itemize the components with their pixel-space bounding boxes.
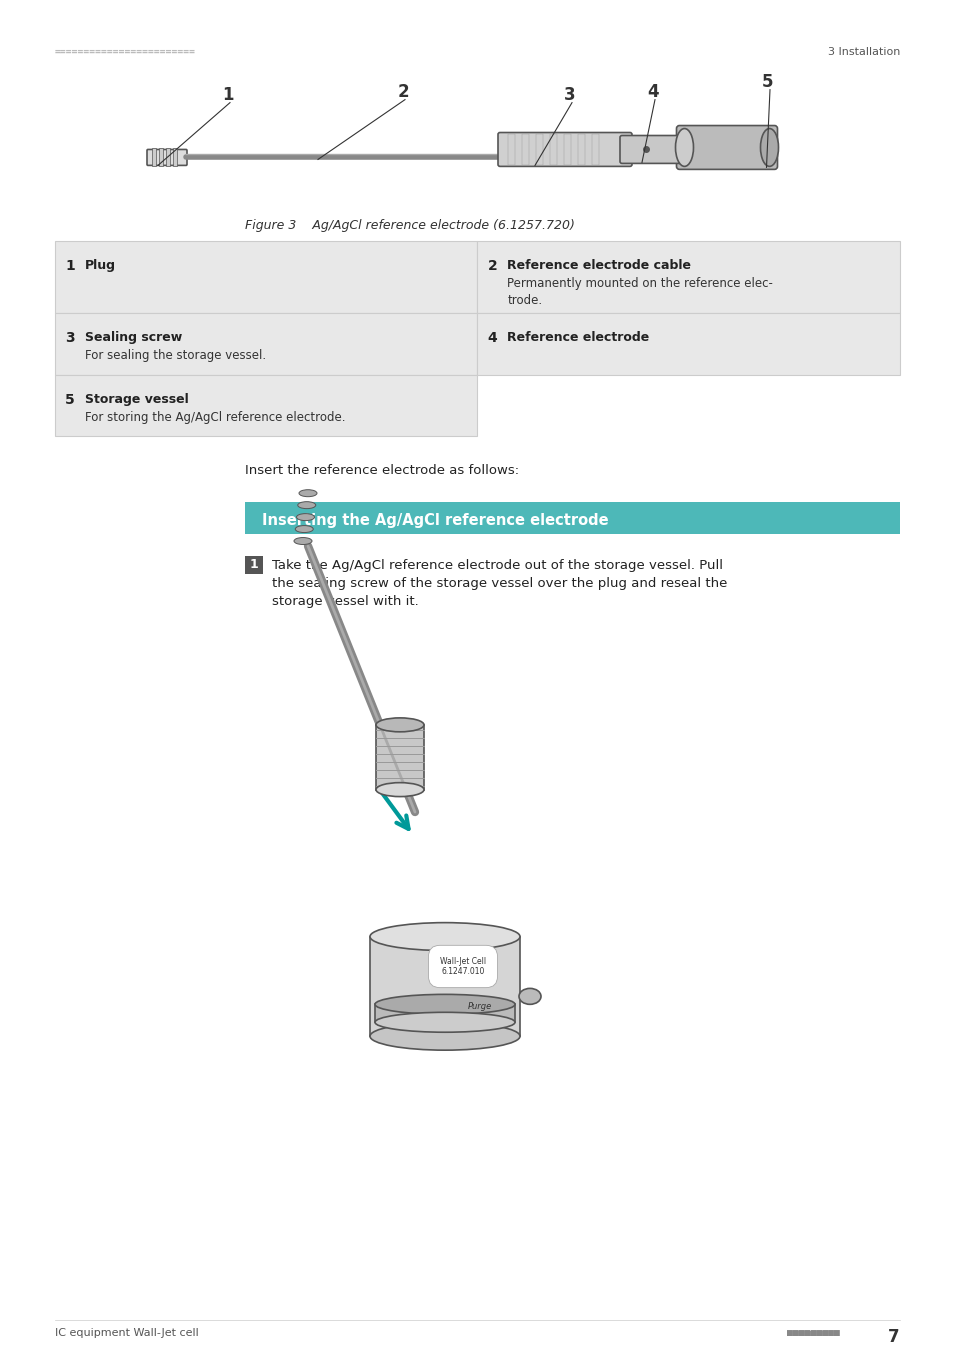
Text: 2: 2 — [487, 259, 497, 273]
Ellipse shape — [760, 128, 778, 166]
Bar — [550, 134, 557, 166]
Text: For storing the Ag/AgCl reference electrode.: For storing the Ag/AgCl reference electr… — [85, 410, 345, 424]
Text: For sealing the storage vessel.: For sealing the storage vessel. — [85, 348, 266, 362]
Text: Inserting the Ag/AgCl reference electrode: Inserting the Ag/AgCl reference electrod… — [262, 513, 608, 528]
Ellipse shape — [294, 537, 312, 544]
FancyBboxPatch shape — [147, 150, 187, 166]
Text: ■■■■■■■■■: ■■■■■■■■■ — [786, 1328, 840, 1338]
Ellipse shape — [294, 525, 313, 532]
Text: 5: 5 — [761, 73, 773, 90]
Text: Permanently mounted on the reference elec-
trode.: Permanently mounted on the reference ele… — [507, 277, 773, 306]
Bar — [370, 937, 519, 1037]
Text: 1: 1 — [222, 85, 233, 104]
Ellipse shape — [375, 1012, 515, 1033]
Bar — [521, 134, 529, 166]
Bar — [375, 725, 423, 790]
Text: 1: 1 — [65, 259, 74, 273]
Bar — [166, 148, 170, 166]
Ellipse shape — [296, 513, 314, 521]
Text: 4: 4 — [646, 82, 659, 101]
Bar — [477, 313, 899, 375]
Bar — [477, 242, 899, 313]
Bar — [55, 242, 477, 313]
Bar — [152, 148, 156, 166]
Bar — [563, 134, 571, 166]
Text: Figure 3    Ag/AgCl reference electrode (6.1257.720): Figure 3 Ag/AgCl reference electrode (6.… — [245, 219, 575, 232]
Text: Insert the reference electrode as follows:: Insert the reference electrode as follow… — [245, 464, 518, 478]
Text: 2: 2 — [396, 82, 409, 101]
Bar — [375, 1004, 515, 1022]
Text: Take the Ag/AgCl reference electrode out of the storage vessel. Pull
the sealing: Take the Ag/AgCl reference electrode out… — [272, 559, 726, 608]
Bar — [245, 502, 899, 535]
Text: 3 Installation: 3 Installation — [827, 47, 899, 57]
Ellipse shape — [298, 490, 316, 497]
Text: 4: 4 — [487, 331, 497, 344]
Ellipse shape — [518, 988, 540, 1004]
Bar — [159, 148, 163, 166]
Bar — [245, 556, 263, 574]
FancyBboxPatch shape — [676, 126, 777, 169]
Text: 5: 5 — [65, 393, 74, 406]
Text: Reference electrode: Reference electrode — [507, 331, 649, 344]
Bar — [55, 375, 477, 436]
Ellipse shape — [297, 502, 315, 509]
Text: 3: 3 — [65, 331, 74, 344]
Bar — [592, 134, 598, 166]
Bar — [172, 148, 177, 166]
Bar — [536, 134, 542, 166]
Text: ========================: ======================== — [55, 47, 195, 57]
Ellipse shape — [375, 995, 515, 1014]
Text: Storage vessel: Storage vessel — [85, 393, 189, 405]
Text: 1: 1 — [250, 559, 258, 571]
Ellipse shape — [370, 1022, 519, 1050]
FancyBboxPatch shape — [497, 132, 631, 166]
Text: Sealing screw: Sealing screw — [85, 331, 182, 344]
FancyBboxPatch shape — [619, 135, 683, 163]
Text: Purge: Purge — [467, 1002, 492, 1011]
Text: 7: 7 — [887, 1328, 899, 1346]
Ellipse shape — [675, 128, 693, 166]
Text: IC equipment Wall-Jet cell: IC equipment Wall-Jet cell — [55, 1328, 198, 1338]
Ellipse shape — [375, 783, 423, 796]
Bar — [507, 134, 515, 166]
Text: 3: 3 — [563, 85, 576, 104]
Text: Reference electrode cable: Reference electrode cable — [507, 259, 691, 273]
Text: Wall-Jet Cell
6.1247.010: Wall-Jet Cell 6.1247.010 — [439, 957, 485, 976]
Ellipse shape — [375, 718, 423, 732]
Bar — [578, 134, 584, 166]
Ellipse shape — [370, 922, 519, 950]
Text: Plug: Plug — [85, 259, 116, 273]
Bar — [55, 313, 477, 375]
